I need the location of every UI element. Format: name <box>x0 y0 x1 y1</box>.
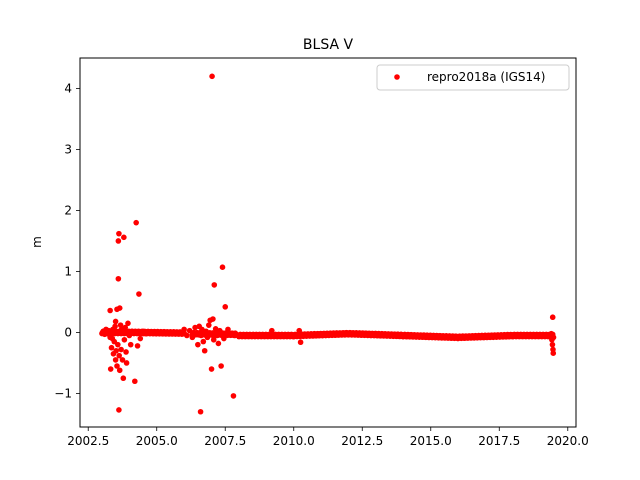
legend-marker <box>394 74 400 80</box>
x-axis: 2002.5 2005.0 2007.5 2010.0 2012.5 2015.0 2017… <box>67 427 589 448</box>
data-point <box>116 367 123 374</box>
data-point <box>121 336 128 343</box>
data-point <box>112 323 118 330</box>
data-point <box>181 326 187 333</box>
data-point <box>122 324 129 331</box>
data-point <box>230 393 237 399</box>
y-tick-label: 0 <box>64 325 72 339</box>
x-tick-label: 2015.0 <box>410 434 452 448</box>
data-point <box>216 327 223 334</box>
y-tick-label: −1 <box>54 386 72 400</box>
data-point <box>112 318 119 325</box>
data-point <box>215 340 222 347</box>
data-point <box>127 341 134 348</box>
data-point <box>201 347 208 354</box>
x-tick-label: 2012.5 <box>341 434 383 448</box>
data-point <box>197 408 204 415</box>
x-tick-label: 2005.0 <box>136 434 178 448</box>
data-point <box>232 332 238 339</box>
data-point <box>550 334 557 341</box>
x-tick-label: 2020.0 <box>547 434 589 448</box>
data-point <box>204 334 211 341</box>
data-point <box>125 320 131 327</box>
data-point <box>184 332 190 339</box>
x-tick-label: 2002.5 <box>67 434 109 448</box>
data-point <box>114 363 120 369</box>
x-tick-label: 2017.5 <box>478 434 520 448</box>
data-point <box>142 330 149 337</box>
data-point <box>206 322 212 328</box>
data-point <box>120 375 127 382</box>
data-point <box>209 73 215 80</box>
legend-box <box>376 64 570 91</box>
data-point <box>116 305 123 311</box>
data-point <box>222 304 229 310</box>
data-point <box>186 327 193 334</box>
data-point <box>116 407 122 413</box>
data-point <box>107 366 114 372</box>
x-tick-label: 2010.0 <box>273 434 315 448</box>
data-point <box>108 344 115 351</box>
data-point <box>107 307 113 314</box>
data-point <box>136 291 142 297</box>
data-point <box>549 341 556 348</box>
data-point <box>117 322 124 328</box>
data-point <box>115 238 122 244</box>
plot-frame <box>79 57 577 428</box>
data-point <box>118 346 124 353</box>
data-point <box>113 347 119 354</box>
data-point <box>195 341 201 348</box>
data-point <box>137 335 144 342</box>
data-point <box>115 275 122 282</box>
data-point <box>121 234 127 241</box>
legend-label: repro2018a (IGS14) <box>427 70 545 84</box>
data-point <box>549 314 556 321</box>
data-point <box>133 219 139 226</box>
data-point <box>225 326 231 333</box>
data-point <box>269 327 275 334</box>
y-tick-label: 4 <box>64 81 72 95</box>
data-point <box>200 338 207 345</box>
x-tick-label: 2007.5 <box>204 434 246 448</box>
data-point <box>214 332 220 339</box>
data-point <box>119 357 126 363</box>
chart-title: BLSA V <box>303 37 354 53</box>
data-point <box>550 350 557 357</box>
legend: repro2018a (IGS14) <box>376 64 570 91</box>
data-point <box>116 352 122 359</box>
data-point <box>123 360 130 366</box>
data-point <box>297 339 304 346</box>
y-tick-label: 1 <box>64 264 72 278</box>
data-point <box>203 328 209 335</box>
data-point <box>211 282 218 288</box>
data-point <box>132 378 138 385</box>
data-point <box>126 332 133 339</box>
data-point <box>115 341 121 348</box>
data-point <box>221 335 227 342</box>
data-point <box>116 230 122 237</box>
y-axis: −1 0 1 2 3 4 <box>54 81 80 400</box>
data-point <box>219 264 226 271</box>
data-point <box>198 332 204 339</box>
data-point <box>210 316 216 322</box>
data-point <box>218 363 224 369</box>
data-points <box>99 73 557 415</box>
data-point <box>134 343 141 349</box>
data-point <box>223 330 230 337</box>
data-point <box>189 334 196 341</box>
data-point <box>129 328 135 335</box>
y-tick-label: 3 <box>64 142 72 156</box>
data-point <box>210 336 217 343</box>
y-axis-label: m <box>30 236 44 248</box>
data-point <box>208 366 215 372</box>
data-point <box>296 327 303 334</box>
data-point <box>123 349 129 355</box>
data-point <box>112 357 119 363</box>
y-tick-label: 2 <box>64 203 72 217</box>
